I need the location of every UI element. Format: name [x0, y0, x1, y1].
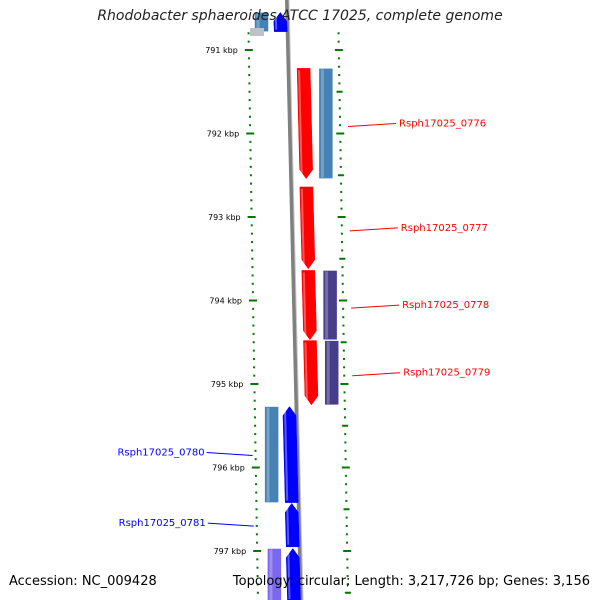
- scale-tick-label: 792 kbp: [207, 130, 240, 139]
- gene-arrow-g0781[interactable]: [284, 502, 300, 548]
- gene-arrow-shine: [300, 188, 305, 267]
- gene-arrow-shine: [283, 408, 289, 501]
- feature-box-shine: [325, 271, 329, 339]
- gene-label-g0779[interactable]: Rsph17025_0779: [403, 368, 490, 379]
- gene-arrow-shine: [304, 342, 308, 403]
- gene-arrow-g0779[interactable]: [303, 340, 319, 406]
- accession-label: Accession: NC_009428: [9, 574, 157, 589]
- gene-arrow-g0780[interactable]: [282, 406, 299, 503]
- gene-label-leader: [348, 122, 397, 127]
- scale-tick-label: 793 kbp: [208, 213, 241, 222]
- gene-arrow-g0778[interactable]: [301, 270, 317, 341]
- feature-box-g0776[interactable]: [318, 68, 334, 179]
- feature-box-g0779[interactable]: [324, 340, 339, 406]
- feature-box-g0780[interactable]: [264, 406, 279, 503]
- gene-arrow-g0777[interactable]: [299, 186, 316, 270]
- gene-label-g0778[interactable]: Rsph17025_0778: [402, 300, 489, 311]
- gene-label-leader: [351, 304, 400, 309]
- genome-title: Rhodobacter sphaeroides ATCC 17025, comp…: [97, 8, 503, 24]
- gene-label-leader: [207, 522, 254, 527]
- gene-label-leader: [352, 372, 401, 377]
- gene-arrow-shine: [302, 272, 307, 338]
- gene-arrow-shine: [287, 550, 291, 600]
- gene-arrow-g0776[interactable]: [296, 68, 313, 180]
- gene-arrow-shine: [298, 70, 303, 177]
- feature-box-g0778[interactable]: [322, 270, 338, 340]
- feature-box-shine: [269, 549, 273, 600]
- gene-arrow-g0782[interactable]: [286, 548, 301, 600]
- feature-box-shine: [256, 13, 260, 31]
- gene-label-g0776[interactable]: Rsph17025_0776: [399, 118, 486, 129]
- feature-box-shine: [326, 341, 330, 404]
- gene-label-g0781[interactable]: Rsph17025_0781: [119, 518, 206, 529]
- scale-tick-label: 794 kbp: [209, 297, 242, 306]
- gene-label-g0777[interactable]: Rsph17025_0777: [401, 223, 488, 234]
- scale-tick-label: 797 kbp: [214, 547, 247, 556]
- gene-arrow-g0775[interactable]: [273, 11, 288, 32]
- gene-label-g0780[interactable]: Rsph17025_0780: [117, 448, 204, 459]
- offscreen-feature-hint: [250, 28, 264, 36]
- gene-label-leader: [206, 452, 253, 457]
- feature-box-shine: [320, 69, 324, 178]
- genome-backbone: [285, 0, 303, 600]
- feature-box-g0782[interactable]: [267, 548, 282, 600]
- scale-tick-label: 795 kbp: [211, 380, 244, 389]
- gene-label-leader: [349, 227, 398, 232]
- scale-tick-label: 791 kbp: [205, 46, 238, 55]
- genome-summary-label: Topology: circular; Length: 3,217,726 bp…: [232, 574, 590, 589]
- gene-arrow-shine: [286, 505, 290, 545]
- feature-box-shine: [266, 407, 270, 502]
- genome-backbone-highlight: [288, 0, 304, 600]
- scale-tick-label: 796 kbp: [212, 464, 245, 473]
